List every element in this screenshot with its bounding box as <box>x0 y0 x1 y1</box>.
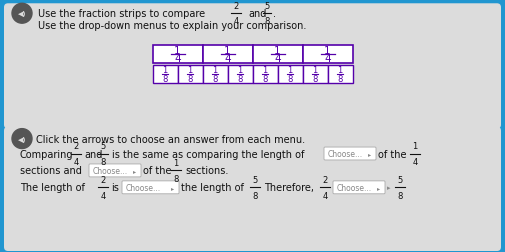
Text: 1: 1 <box>337 66 342 75</box>
Bar <box>328 66 352 84</box>
Bar <box>278 66 302 84</box>
Text: 1: 1 <box>173 158 179 167</box>
FancyBboxPatch shape <box>4 4 501 129</box>
Text: ▸: ▸ <box>368 151 371 156</box>
Text: and: and <box>248 9 266 19</box>
Text: ▸: ▸ <box>133 168 136 173</box>
Text: ◀): ◀) <box>18 136 26 142</box>
Text: sections and: sections and <box>20 166 82 176</box>
Text: Click the arrows to choose an answer from each menu.: Click the arrows to choose an answer fro… <box>36 134 305 144</box>
Text: 2: 2 <box>322 175 328 184</box>
Text: 5: 5 <box>252 175 258 184</box>
Circle shape <box>12 129 32 149</box>
Bar <box>177 66 203 84</box>
Text: 2: 2 <box>100 175 106 184</box>
FancyBboxPatch shape <box>333 181 385 194</box>
Text: of the: of the <box>378 149 407 159</box>
Bar <box>252 66 278 84</box>
Text: Use the fraction strips to compare: Use the fraction strips to compare <box>38 9 205 19</box>
Text: 8: 8 <box>252 191 258 200</box>
Text: ▸: ▸ <box>387 185 390 191</box>
Text: is the same as comparing the length of: is the same as comparing the length of <box>112 149 305 159</box>
Text: 1: 1 <box>324 46 331 56</box>
Text: of the: of the <box>143 166 172 176</box>
Text: 1: 1 <box>213 66 218 75</box>
Text: 8: 8 <box>262 75 268 84</box>
Text: 2: 2 <box>233 2 239 11</box>
Text: is: is <box>111 183 119 193</box>
Text: .: . <box>273 9 276 19</box>
Bar <box>302 66 328 84</box>
Text: 1: 1 <box>224 46 231 56</box>
Bar <box>203 46 252 64</box>
FancyBboxPatch shape <box>4 127 501 251</box>
Text: 8: 8 <box>397 191 402 200</box>
Bar <box>153 46 203 64</box>
Text: Choose...: Choose... <box>126 183 161 192</box>
Text: 4: 4 <box>322 191 328 200</box>
Text: Therefore,: Therefore, <box>264 183 314 193</box>
Text: 1: 1 <box>274 46 281 56</box>
Text: 4: 4 <box>73 157 79 166</box>
Text: the length of: the length of <box>181 183 244 193</box>
Text: 4: 4 <box>274 54 281 64</box>
Text: The length of: The length of <box>20 183 85 193</box>
Text: 4: 4 <box>100 191 106 200</box>
Text: 8: 8 <box>162 75 168 84</box>
Text: 8: 8 <box>173 174 179 183</box>
FancyBboxPatch shape <box>122 181 179 194</box>
Text: 1: 1 <box>263 66 268 75</box>
Text: and: and <box>84 149 103 159</box>
Text: 8: 8 <box>187 75 193 84</box>
Text: Choose...: Choose... <box>337 183 372 192</box>
Text: 4: 4 <box>174 54 181 64</box>
Bar <box>227 66 252 84</box>
Text: 8: 8 <box>287 75 293 84</box>
Text: Comparing: Comparing <box>20 149 74 159</box>
Text: 8: 8 <box>312 75 318 84</box>
Text: Use the drop-down menus to explain your comparison.: Use the drop-down menus to explain your … <box>38 21 307 31</box>
Text: 1: 1 <box>187 66 192 75</box>
Text: 4: 4 <box>324 54 331 64</box>
Text: 4: 4 <box>413 157 418 166</box>
Text: 1: 1 <box>237 66 242 75</box>
Circle shape <box>12 4 32 24</box>
Text: Choose...: Choose... <box>328 149 363 158</box>
Text: 8: 8 <box>337 75 343 84</box>
Bar <box>302 46 352 64</box>
Text: ◀): ◀) <box>18 11 26 17</box>
Text: 8: 8 <box>100 157 106 166</box>
Text: 8: 8 <box>237 75 243 84</box>
Text: 8: 8 <box>212 75 218 84</box>
Bar <box>153 66 177 84</box>
Text: 4: 4 <box>224 54 231 64</box>
Text: 2: 2 <box>73 141 79 150</box>
Bar <box>203 66 227 84</box>
Text: ▸: ▸ <box>171 185 174 190</box>
FancyBboxPatch shape <box>89 164 141 177</box>
Text: ▸: ▸ <box>377 185 380 190</box>
Text: 5: 5 <box>397 175 402 184</box>
Bar <box>252 46 302 64</box>
Text: 1: 1 <box>413 141 418 150</box>
Text: 5: 5 <box>100 141 106 150</box>
Text: 4: 4 <box>233 17 239 26</box>
Text: 8: 8 <box>264 17 270 26</box>
Text: 1: 1 <box>313 66 318 75</box>
Text: 5: 5 <box>265 2 270 11</box>
Text: 1: 1 <box>163 66 168 75</box>
Text: Choose...: Choose... <box>93 166 128 175</box>
Text: 1: 1 <box>174 46 181 56</box>
Text: 1: 1 <box>287 66 292 75</box>
FancyBboxPatch shape <box>324 147 376 160</box>
Text: sections.: sections. <box>185 166 228 176</box>
